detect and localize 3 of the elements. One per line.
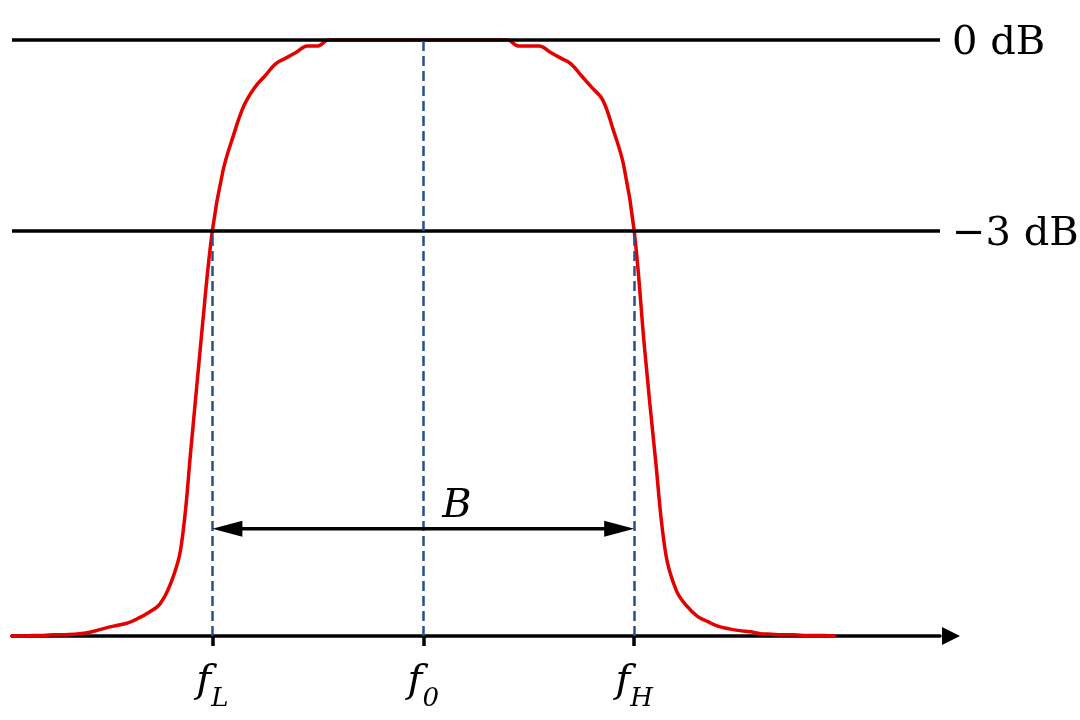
ref-line-label: −3 dB bbox=[952, 207, 1079, 254]
annotation: B bbox=[441, 479, 472, 526]
ref-line-label: 0 dB bbox=[952, 17, 1046, 63]
